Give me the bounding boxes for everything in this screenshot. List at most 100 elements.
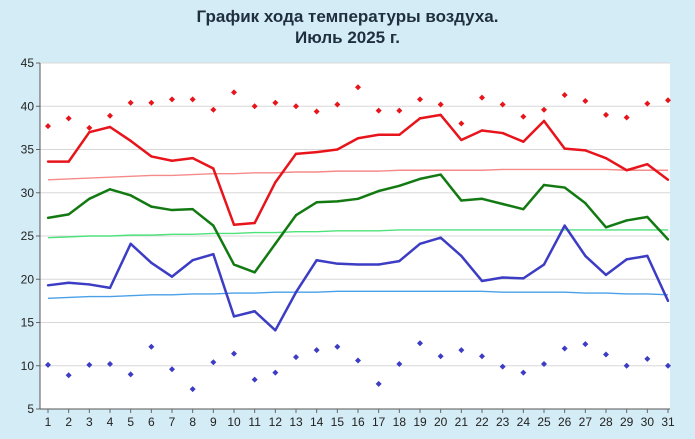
marker-record-min-day-29 — [623, 362, 630, 369]
marker-record-min-day-31 — [665, 362, 671, 369]
x-tick-label-17: 17 — [372, 415, 386, 429]
chart-title: График хода температуры воздуха. Июль 20… — [0, 6, 695, 48]
marker-record-min-day-21 — [458, 347, 465, 354]
point-max-day-7 — [170, 159, 174, 162]
marker-record-max-day-30 — [644, 100, 651, 107]
x-tick-label-26: 26 — [558, 415, 572, 429]
point-min-day-30 — [646, 254, 649, 258]
y-tick-label-20: 20 — [21, 272, 35, 286]
marker-record-max-day-22 — [479, 94, 485, 101]
y-tick-label-45: 45 — [21, 56, 35, 70]
point-min-day-23 — [501, 276, 504, 279]
marker-record-min-day-14 — [313, 347, 320, 354]
series-record-min — [45, 340, 671, 393]
x-tick-label-27: 27 — [579, 415, 593, 429]
point-mean-day-8 — [191, 207, 194, 211]
marker-record-min-day-28 — [603, 351, 609, 358]
marker-record-min-day-8 — [189, 386, 196, 393]
x-tick-label-30: 30 — [641, 415, 655, 429]
y-tick-labels: 5 10 15 20 25 30 35 40 45 — [21, 56, 35, 416]
marker-record-max-day-12 — [272, 99, 279, 106]
point-min-day-8 — [191, 259, 194, 262]
point-max-day-4 — [108, 125, 112, 129]
marker-record-max-day-23 — [499, 101, 506, 108]
point-max-day-24 — [522, 140, 525, 143]
marker-record-max-day-26 — [561, 92, 568, 99]
x-tick-label-14: 14 — [310, 415, 324, 429]
x-tick-label-31: 31 — [661, 415, 675, 429]
point-min-day-13 — [294, 291, 298, 294]
x-tick-label-3: 3 — [86, 415, 93, 429]
x-tick-label-12: 12 — [269, 415, 283, 429]
point-mean-day-2 — [67, 213, 70, 216]
marker-record-max-day-10 — [231, 89, 237, 96]
x-tick-label-21: 21 — [455, 415, 469, 429]
point-min-day-25 — [542, 263, 546, 266]
point-mean-day-13 — [294, 214, 298, 217]
marker-record-max-day-16 — [355, 84, 361, 91]
point-mean-day-4 — [108, 188, 112, 191]
point-mean-day-26 — [563, 186, 566, 189]
point-mean-day-7 — [170, 208, 174, 212]
x-tick-label-20: 20 — [434, 415, 448, 429]
x-tick-label-8: 8 — [189, 415, 196, 429]
marker-record-max-day-27 — [582, 98, 589, 105]
point-min-day-31 — [666, 299, 670, 303]
marker-record-max-day-13 — [293, 103, 299, 110]
point-max-day-16 — [356, 137, 360, 140]
point-max-day-11 — [253, 221, 256, 225]
marker-record-max-day-15 — [334, 101, 341, 108]
watermark-text: KAKTUSMEDIA — [393, 377, 666, 415]
y-tick-label-30: 30 — [21, 186, 35, 200]
point-min-day-7 — [170, 275, 174, 278]
point-max-day-25 — [542, 119, 546, 123]
marker-record-min-day-4 — [107, 361, 113, 368]
x-tick-label-5: 5 — [127, 415, 134, 429]
point-max-day-30 — [646, 163, 649, 166]
point-mean-day-1 — [46, 216, 50, 220]
point-mean-day-21 — [460, 199, 463, 202]
series-max-norm — [47, 168, 668, 181]
marker-record-min-day-25 — [541, 361, 547, 368]
marker-record-min-day-24 — [520, 369, 527, 376]
point-mean-day-5 — [129, 194, 132, 197]
series-min — [46, 224, 670, 332]
point-mean-day-11 — [253, 271, 256, 274]
point-mean-day-6 — [150, 205, 153, 208]
point-max-day-13 — [294, 152, 298, 156]
point-min-day-17 — [377, 263, 380, 266]
point-max-day-21 — [460, 138, 463, 142]
point-min-day-11 — [253, 310, 256, 313]
marker-record-min-day-20 — [437, 353, 444, 360]
point-mean-day-15 — [336, 200, 339, 203]
point-min-day-2 — [67, 281, 70, 284]
point-max-day-1 — [46, 160, 50, 163]
point-mean-day-19 — [418, 177, 422, 181]
point-max-day-17 — [377, 133, 380, 136]
y-tick-label-5: 5 — [27, 402, 34, 416]
y-tick-label-40: 40 — [21, 99, 35, 113]
point-mean-day-16 — [356, 197, 360, 201]
point-min-day-26 — [563, 224, 566, 227]
marker-record-max-day-25 — [541, 106, 547, 113]
point-max-day-22 — [480, 129, 484, 132]
point-mean-day-9 — [212, 224, 215, 227]
point-max-day-18 — [398, 133, 401, 136]
marker-record-max-day-21 — [458, 120, 465, 127]
point-mean-day-27 — [584, 201, 587, 205]
series-mean-norm — [47, 229, 668, 239]
marker-record-min-day-19 — [417, 340, 423, 347]
point-min-day-29 — [625, 258, 628, 261]
marker-record-min-day-12 — [272, 369, 279, 376]
marker-record-min-day-1 — [45, 361, 51, 368]
marker-record-min-day-9 — [210, 359, 217, 366]
point-min-day-12 — [274, 329, 277, 332]
marker-record-min-day-7 — [169, 366, 175, 373]
point-min-day-1 — [46, 284, 50, 287]
x-tick-label-4: 4 — [107, 415, 114, 429]
marker-record-min-day-23 — [499, 363, 506, 370]
x-tick-label-13: 13 — [289, 415, 303, 429]
point-mean-day-28 — [604, 226, 608, 229]
point-min-day-3 — [88, 283, 91, 286]
series-max — [46, 113, 670, 227]
